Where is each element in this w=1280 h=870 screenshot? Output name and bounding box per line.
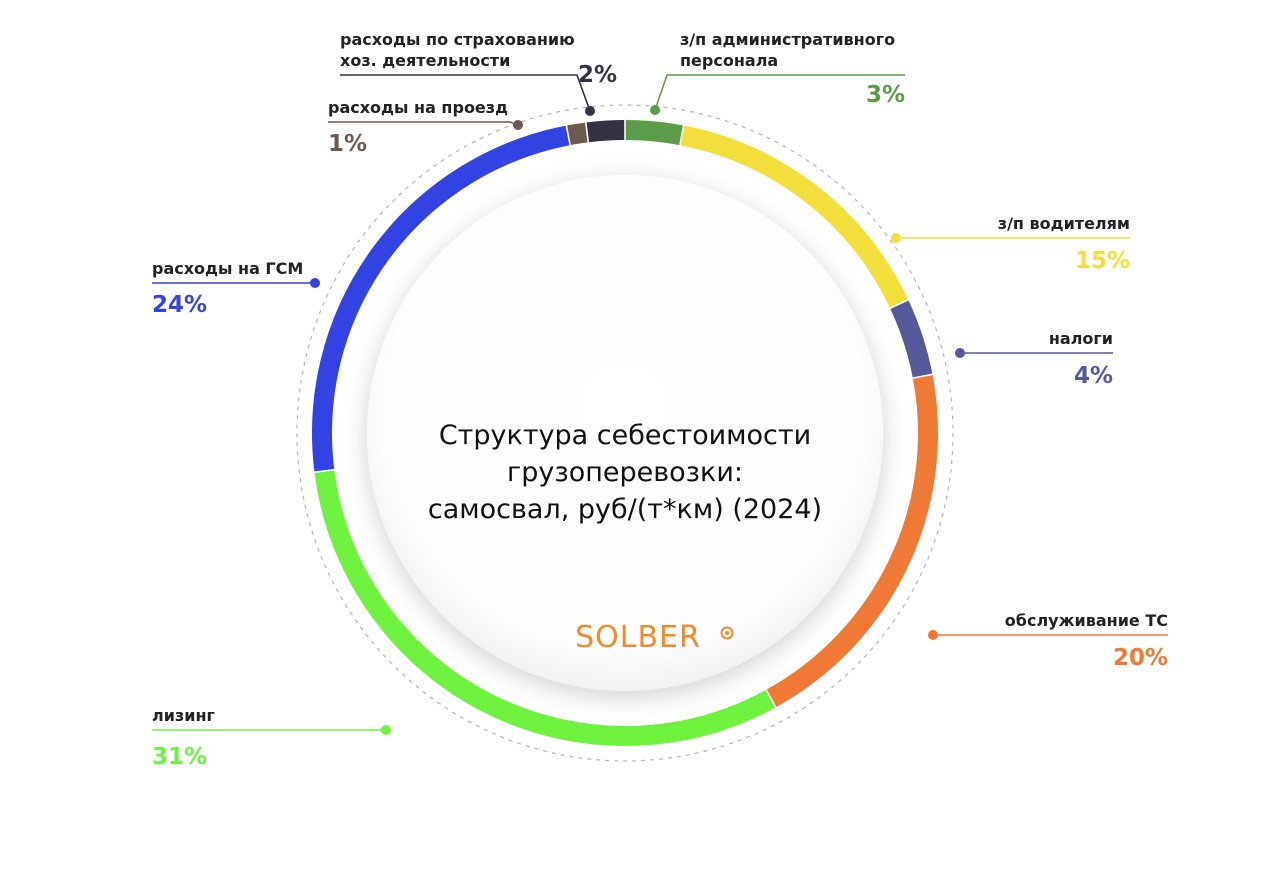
slice-расходы-по-страхованию-хоз-деятельности: [586, 120, 625, 143]
slice-налоги: [890, 300, 933, 378]
logo-mark-dot-icon: [725, 631, 729, 635]
slice-value-расходы-на-проезд: 1%: [328, 131, 367, 157]
leader-dot-обслуживание-тс: [928, 630, 938, 640]
slice-label-з-п-административного-персонала: персонала: [680, 51, 778, 70]
slice-label-з-п-водителям: з/п водителям: [998, 214, 1130, 233]
slice-label-расходы-на-гсм: расходы на ГСМ: [152, 259, 303, 278]
slice-label-лизинг: лизинг: [152, 706, 215, 725]
chart-title-line: самосвал, руб/(т*км) (2024): [428, 494, 822, 525]
slice-лизинг: [314, 470, 776, 746]
leader-dot-налоги: [955, 348, 965, 358]
slice-value-расходы-по-страхованию-хоз-деятельности: 2%: [578, 62, 617, 88]
solber-logo: SOLBER: [575, 620, 701, 655]
slice-value-лизинг: 31%: [152, 744, 207, 770]
donut-ring: [312, 120, 938, 746]
slice-label-расходы-по-страхованию-хоз-деятельности: хоз. деятельности: [340, 51, 510, 70]
logo-mark-icon: [720, 626, 734, 640]
leader-dot-расходы-на-гсм: [310, 278, 320, 288]
slice-расходы-на-проезд: [567, 122, 588, 146]
slice-labels: з/п административного персонала 3% з/п води…: [152, 30, 1168, 770]
slice-label-з-п-административного-персонала: з/п административного: [680, 30, 895, 49]
leader-dot-з-п-водителям: [891, 233, 901, 243]
leader-dot-расходы-на-проезд: [513, 120, 523, 130]
slice-value-з-п-административного-персонала: 3%: [866, 82, 905, 108]
slice-value-з-п-водителям: 15%: [1075, 248, 1130, 274]
slice-расходы-на-гсм: [312, 125, 570, 472]
leader-line-расходы-по-страхованию-хоз-деятельности: [340, 74, 591, 112]
leader-dot-расходы-по-страхованию-хоз-деятельности: [585, 106, 595, 116]
slice-label-налоги: налоги: [1049, 329, 1113, 348]
slice-label-расходы-по-страхованию-хоз-деятельности: расходы по страхованию: [340, 30, 575, 49]
leader-dot-лизинг: [381, 725, 391, 735]
slice-value-налоги: 4%: [1074, 363, 1113, 389]
slice-обслуживание-тс: [766, 375, 938, 707]
slice-з-п-административного-персонала: [625, 120, 683, 146]
chart-title-line: грузоперевозки:: [507, 457, 743, 488]
chart-title-line: Структура себестоимости: [439, 420, 811, 451]
slice-label-обслуживание-тс: обслуживание ТС: [1005, 611, 1168, 630]
slice-з-п-водителям: [680, 125, 908, 308]
leader-line-расходы-на-проезд: [328, 121, 519, 126]
slice-value-обслуживание-тс: 20%: [1113, 645, 1168, 671]
slice-label-расходы-на-проезд: расходы на проезд: [328, 98, 508, 117]
slice-value-расходы-на-гсм: 24%: [152, 292, 207, 318]
leader-line-з-п-административного-персонала: [654, 74, 905, 111]
outer-dashed-ring: [296, 104, 954, 762]
donut-inner-disc: [367, 175, 883, 691]
leader-dot-з-п-административного-персонала: [650, 105, 660, 115]
chart-title: Структура себестоимости грузоперевозки: са…: [428, 420, 822, 525]
